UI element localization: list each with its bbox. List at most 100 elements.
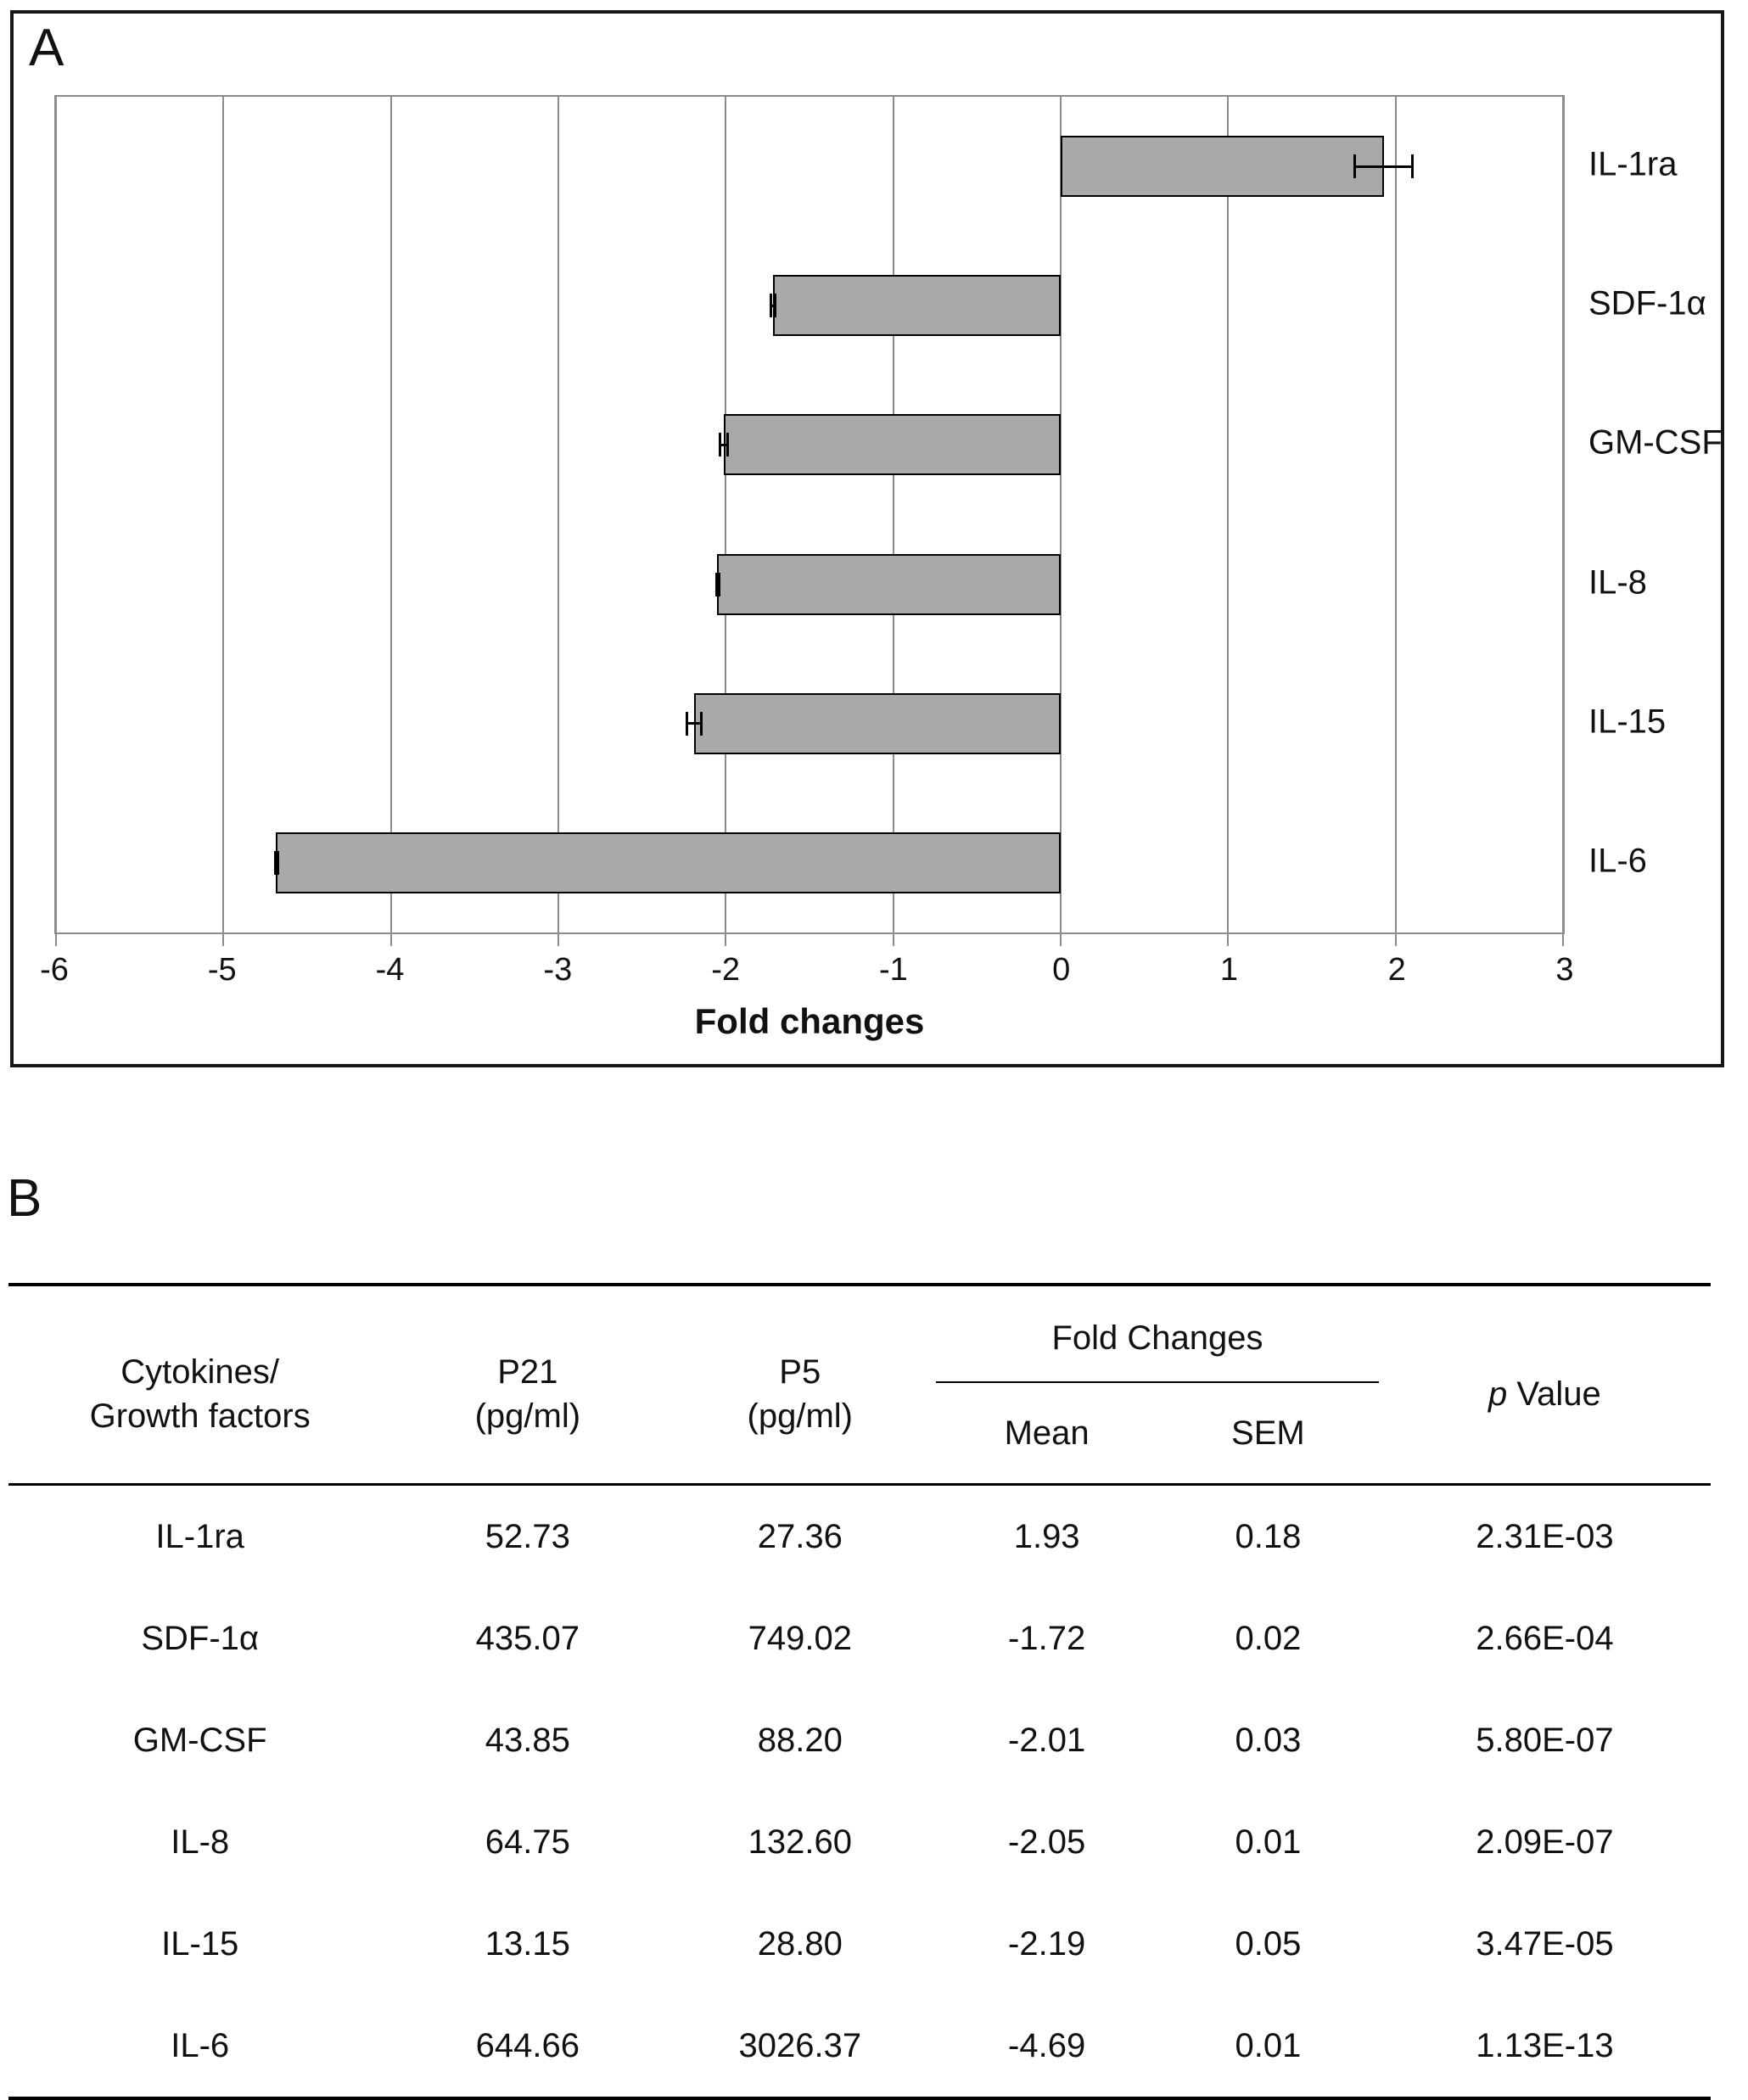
cell-p21: 435.07 xyxy=(475,1619,580,1657)
cell-name: IL-15 xyxy=(161,1924,239,1963)
cell-p: 2.31E-03 xyxy=(1476,1517,1614,1555)
gridline xyxy=(725,97,727,932)
category-labels: IL-1ra SDF-1α GM-CSF IL-8 IL-15 IL-6 xyxy=(1588,95,1733,931)
cell-p21: 13.15 xyxy=(485,1924,570,1963)
cell-p5: 749.02 xyxy=(748,1619,852,1657)
cell-mean: -2.05 xyxy=(1008,1823,1086,1861)
cell-name: SDF-1α xyxy=(141,1619,260,1657)
bar xyxy=(1060,136,1384,198)
cell-sem: 0.01 xyxy=(1235,2026,1302,2064)
cell-p5: 88.20 xyxy=(757,1721,843,1759)
cell-name: IL-1ra xyxy=(155,1517,244,1555)
plot-area xyxy=(54,95,1565,946)
x-tick-label: 2 xyxy=(1387,952,1406,988)
x-tick-label: 1 xyxy=(1219,952,1239,988)
table-row: GM-CSF 43.85 88.20 -2.01 0.03 5.80E-07 xyxy=(8,1689,1711,1791)
cell-p5: 132.60 xyxy=(748,1823,852,1861)
category-label: IL-15 xyxy=(1588,703,1667,741)
cell-p: 5.80E-07 xyxy=(1476,1721,1614,1759)
cell-sem: 0.18 xyxy=(1235,1517,1302,1555)
table-row: IL-6 644.66 3026.37 -4.69 0.01 1.13E-13 xyxy=(8,1995,1711,2098)
gridline xyxy=(1227,97,1230,932)
axis-tick xyxy=(1562,932,1564,946)
axis-tick xyxy=(222,932,225,946)
cell-p5: 27.36 xyxy=(757,1517,843,1555)
panel-a: A IL-1ra SDF-1α GM-CSF IL-8 IL-15 IL-6 -6 -5 -4… xyxy=(10,10,1724,1067)
x-tick-label: 3 xyxy=(1555,952,1574,988)
cell-name: IL-6 xyxy=(171,2026,230,2064)
axis-tick xyxy=(892,932,894,946)
header-mean: Mean xyxy=(1004,1414,1090,1452)
category-label: SDF-1α xyxy=(1588,284,1706,322)
header-cytokines: Cytokines/ Growth factors xyxy=(8,1285,391,1485)
error-bar xyxy=(719,433,730,457)
gridline xyxy=(892,97,894,932)
x-tick-label: 0 xyxy=(1052,952,1071,988)
cell-name: GM-CSF xyxy=(132,1721,267,1759)
cell-p21: 43.85 xyxy=(485,1721,570,1759)
table-header: Cytokines/ Growth factors P21 (pg/ml) P5… xyxy=(8,1285,1711,1485)
error-bar xyxy=(769,294,776,318)
cell-p21: 52.73 xyxy=(485,1517,570,1555)
bar xyxy=(275,832,1061,893)
table-row: IL-1ra 52.73 27.36 1.93 0.18 2.31E-03 xyxy=(8,1485,1711,1588)
x-tick-label: -6 xyxy=(40,952,69,988)
header-p-italic: p xyxy=(1488,1375,1508,1413)
x-axis-tick-labels: -6 -5 -4 -3 -2 -1 0 1 2 3 xyxy=(40,952,1573,996)
header-fold-changes: Fold Changes xyxy=(936,1285,1379,1383)
cell-sem: 0.02 xyxy=(1235,1619,1302,1657)
axis-tick xyxy=(55,932,57,946)
x-tick-label: -2 xyxy=(711,952,741,988)
cell-mean: -2.19 xyxy=(1008,1924,1086,1963)
header-fold-changes-label: Fold Changes xyxy=(1051,1319,1263,1357)
gridline xyxy=(557,97,559,932)
cell-mean: 1.93 xyxy=(1013,1517,1080,1555)
cell-mean: -1.72 xyxy=(1008,1619,1086,1657)
cell-p: 2.09E-07 xyxy=(1476,1823,1614,1861)
cell-p: 1.13E-13 xyxy=(1476,2026,1614,2064)
x-axis-title: Fold changes xyxy=(694,1001,925,1041)
cell-sem: 0.01 xyxy=(1235,1823,1302,1861)
panel-a-label: A xyxy=(29,19,64,77)
cytokine-table: Cytokines/ Growth factors P21 (pg/ml) P5… xyxy=(8,1283,1711,2100)
axis-tick xyxy=(1227,932,1230,946)
header-p-value: p Value xyxy=(1379,1285,1711,1485)
bar xyxy=(717,553,1061,615)
gridline xyxy=(389,97,392,932)
header-p21: P21 (pg/ml) xyxy=(391,1285,664,1485)
gridline xyxy=(55,97,57,932)
error-bar xyxy=(715,572,721,596)
x-tick-label: -5 xyxy=(207,952,237,988)
cell-name: IL-8 xyxy=(171,1823,230,1861)
category-label: IL-8 xyxy=(1588,563,1647,602)
axis-tick xyxy=(1394,932,1397,946)
cell-p5: 28.80 xyxy=(757,1924,843,1963)
gridline xyxy=(222,97,225,932)
bar xyxy=(772,275,1061,337)
cell-p21: 64.75 xyxy=(485,1823,570,1861)
header-cytokines-label: Cytokines/ Growth factors xyxy=(89,1353,311,1435)
header-p21-label: P21 (pg/ml) xyxy=(474,1353,581,1435)
table-body: IL-1ra 52.73 27.36 1.93 0.18 2.31E-03 SDF-1α 43… xyxy=(8,1485,1711,2099)
axis-tick xyxy=(725,932,727,946)
cell-sem: 0.05 xyxy=(1235,1924,1302,1963)
header-p5: P5 (pg/ml) xyxy=(664,1285,936,1485)
error-bar xyxy=(685,711,703,736)
table-row: SDF-1α 435.07 749.02 -1.72 0.02 2.66E-04 xyxy=(8,1588,1711,1689)
cell-mean: -4.69 xyxy=(1008,2026,1086,2064)
cell-p21: 644.66 xyxy=(475,2026,580,2064)
cell-p5: 3026.37 xyxy=(738,2026,862,2064)
header-p-value-label: Value xyxy=(1507,1375,1601,1413)
header-p5-label: P5 (pg/ml) xyxy=(747,1353,853,1435)
axis-tick xyxy=(389,932,392,946)
error-bar xyxy=(273,850,279,875)
table-row: IL-8 64.75 132.60 -2.05 0.01 2.09E-07 xyxy=(8,1791,1711,1893)
cell-sem: 0.03 xyxy=(1235,1721,1302,1759)
cell-mean: -2.01 xyxy=(1008,1721,1086,1759)
bar xyxy=(693,692,1061,754)
gridline xyxy=(1562,97,1564,932)
category-label: IL-1ra xyxy=(1588,145,1678,183)
category-label: IL-6 xyxy=(1588,842,1647,880)
x-tick-label: -1 xyxy=(878,952,908,988)
gridline xyxy=(1394,97,1397,932)
